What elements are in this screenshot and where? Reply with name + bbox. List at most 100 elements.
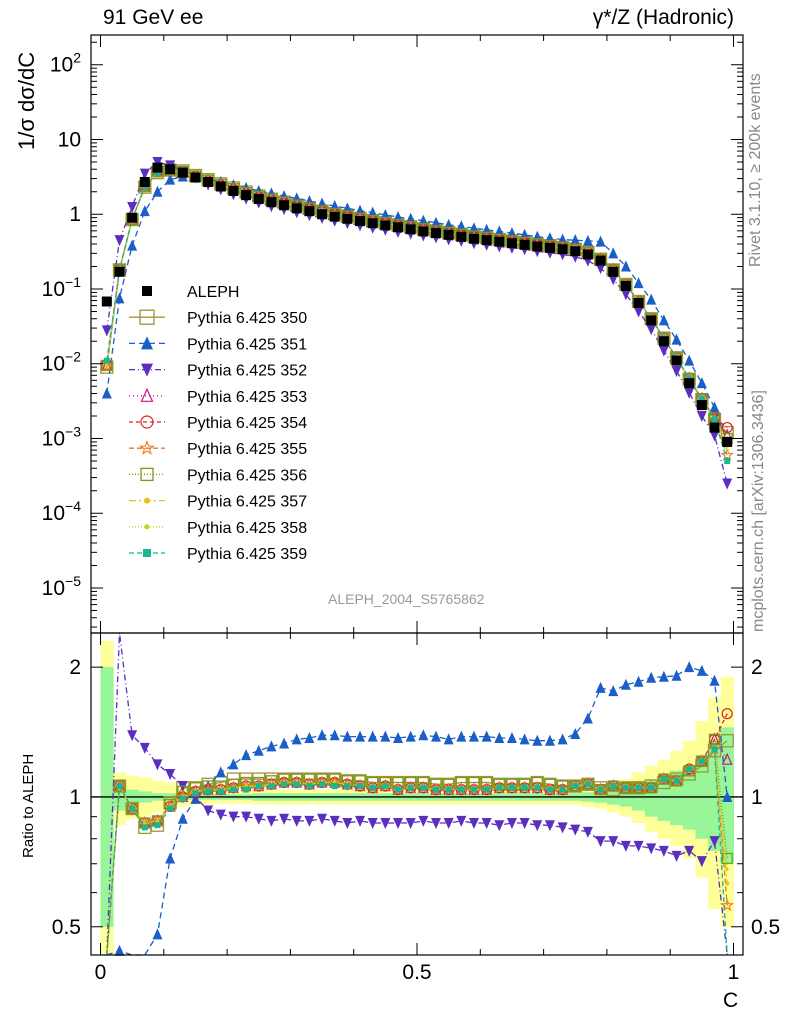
data-point	[620, 280, 631, 291]
ratio-series-line	[106, 738, 728, 956]
data-point	[494, 236, 505, 247]
x-axis-label: C	[723, 989, 739, 1012]
ratio-series-point	[622, 784, 629, 791]
legend-data-label: ALEPH	[187, 284, 239, 301]
ratio-series-point	[559, 786, 566, 793]
ratio-y-tick-label: 1	[69, 786, 81, 809]
main-series-point	[658, 314, 669, 326]
ratio-series-line	[106, 713, 728, 956]
ratio-series-point	[215, 809, 226, 821]
ratio-series-point	[395, 786, 402, 793]
ratio-series-point	[344, 783, 351, 790]
ratio-series-point	[633, 840, 644, 852]
ratio-series-point	[139, 742, 150, 754]
main-series-point	[152, 185, 163, 197]
main-series-point	[684, 354, 695, 366]
ratio-series-point	[192, 790, 199, 797]
ratio-series-point	[430, 730, 441, 742]
main-y-tick-label: 102	[50, 50, 81, 77]
legend-label: Pythia 6.425 358	[187, 520, 307, 537]
legend-entry: Pythia 6.425 354	[129, 415, 307, 432]
data-point	[228, 185, 239, 196]
main-series-point	[684, 387, 695, 399]
ratio-series-point	[708, 733, 721, 746]
main-series-point	[711, 416, 718, 423]
ratio-series-point	[698, 758, 705, 765]
data-point	[165, 164, 176, 175]
ratio-uncertainty-band-inner	[708, 740, 722, 851]
ratio-series-point	[291, 733, 302, 745]
ratio-series-point	[582, 712, 593, 724]
ratio-series-point	[646, 671, 657, 683]
ratio-series-point	[382, 783, 389, 790]
main-series-point	[696, 410, 707, 422]
ratio-series-point	[243, 786, 250, 793]
ratio-series-point	[126, 802, 138, 815]
ratio-series-point	[544, 734, 555, 746]
ratio-series-point	[317, 729, 328, 741]
legend-marker	[144, 497, 150, 504]
main-series-point	[127, 202, 138, 214]
legend-entry: Pythia 6.425 353	[129, 387, 307, 406]
ratio-series-point	[673, 777, 680, 784]
ratio-series-point	[152, 759, 163, 771]
main-series-point	[633, 277, 644, 289]
ratio-y-tick-label: 2	[69, 656, 81, 679]
ratio-series-point	[116, 783, 123, 790]
ratio-series-point	[418, 729, 429, 741]
ratio-series-point	[230, 786, 237, 793]
main-series-point	[620, 289, 631, 301]
main-y-tick-label: 10−4	[42, 498, 82, 525]
ratio-series-point	[179, 795, 186, 802]
source-reference-label: mcplots.cern.ch [arXiv:1306.3436]	[750, 390, 767, 632]
data-point	[709, 422, 720, 433]
ratio-series-point	[420, 784, 427, 791]
data-point	[684, 378, 695, 389]
legend-entry: Pythia 6.425 358	[129, 520, 307, 537]
ratio-series-point	[443, 733, 454, 745]
ratio-series-point	[154, 822, 161, 829]
main-series-point	[141, 184, 148, 191]
ratio-series-point	[279, 813, 290, 825]
ratio-y-tick-label: 0.5	[52, 916, 81, 939]
data-point	[405, 224, 416, 235]
main-series-point	[494, 225, 505, 237]
main-series-point	[722, 478, 733, 490]
ratio-series-point	[342, 730, 353, 742]
main-y-tick-label: 10−5	[42, 573, 82, 600]
data-point	[190, 172, 201, 183]
main-series-point	[620, 260, 631, 272]
legend-entry: Pythia 6.425 355	[129, 439, 307, 458]
ratio-series-point	[684, 661, 695, 673]
main-series-point	[646, 324, 657, 336]
main-series-point	[105, 363, 109, 367]
ratio-series-point	[317, 813, 328, 825]
ratio-series-point	[670, 775, 683, 787]
data-point	[582, 249, 593, 260]
ratio-series-point	[620, 840, 631, 852]
ratio-series-point	[355, 730, 366, 742]
ratio-series-point	[633, 675, 644, 687]
ratio-series-point	[569, 780, 581, 792]
x-tick-label: 0	[95, 961, 107, 984]
ratio-series-point	[721, 752, 733, 765]
ratio-series-point	[319, 781, 326, 788]
ratio-series-point	[686, 766, 693, 773]
data-point	[279, 200, 290, 211]
ratio-series-point	[671, 669, 682, 681]
ratio-series-point	[165, 852, 176, 864]
ratio-series-point	[380, 730, 391, 742]
ratio-series-point	[141, 824, 148, 831]
legend-label: Pythia 6.425 351	[187, 336, 307, 353]
ratio-series-point	[253, 813, 264, 825]
data-point	[393, 222, 404, 233]
main-series-point	[570, 234, 581, 246]
ratio-series-point	[608, 836, 619, 848]
ratio-series-point	[405, 730, 416, 742]
data-point	[367, 218, 378, 229]
ratio-series-point	[127, 730, 138, 742]
data-point	[658, 336, 669, 347]
data-point	[101, 296, 112, 307]
ratio-series-point	[684, 845, 695, 857]
data-point	[291, 203, 302, 214]
